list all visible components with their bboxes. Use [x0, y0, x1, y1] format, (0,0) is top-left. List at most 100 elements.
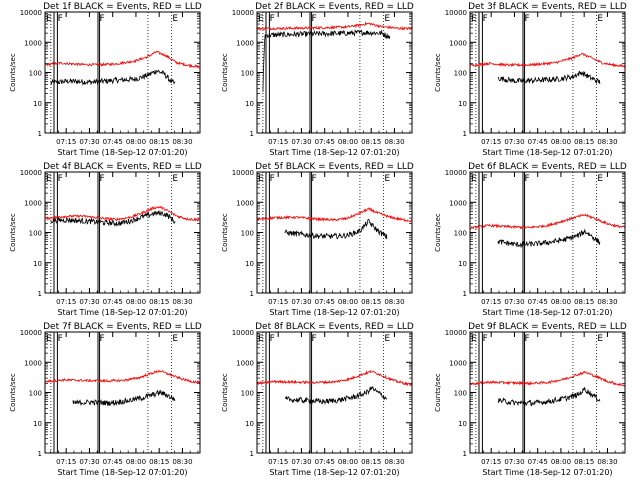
events-series-line: [497, 228, 601, 249]
lld-series-line: [256, 21, 412, 31]
y-tick-label: 100: [454, 390, 467, 398]
y-tick-label: 1000: [236, 359, 254, 367]
events-series-line: [497, 70, 601, 85]
plot-frame: [469, 331, 626, 454]
flag-label: E: [258, 334, 264, 344]
panel-title: Det 7f BLACK = Events, RED = LLD: [43, 322, 202, 332]
y-tick-label: 100: [454, 70, 467, 78]
events-series-line: [72, 389, 176, 407]
x-tick-label: 07:15: [481, 138, 501, 146]
y-tick-label: 1: [463, 130, 467, 138]
plot-frame: [256, 331, 413, 454]
x-axis-label: Start Time (18-Sep-12 07:01:20): [57, 468, 187, 477]
flag-label: F: [270, 174, 275, 184]
y-axis-label: Counts/sec: [9, 213, 17, 252]
x-tick-label: 07:45: [528, 298, 548, 306]
events-series-line: [262, 28, 391, 92]
panel-det-1f: Det 1f BLACK = Events, RED = LLD Counts/s…: [9, 2, 202, 157]
flag-label: E: [597, 334, 603, 344]
x-tick-label: 07:15: [56, 298, 76, 306]
y-tick-label: 100: [241, 230, 254, 238]
x-tick-label: 08:00: [126, 138, 146, 146]
x-tick-label: 08:00: [551, 138, 571, 146]
x-tick-label: 08:00: [551, 458, 571, 466]
flag-label: E: [471, 14, 477, 24]
x-tick-label: 08:15: [361, 298, 381, 306]
y-tick-label: 1: [38, 290, 42, 298]
y-tick-label: 10000: [20, 169, 42, 177]
x-tick-label: 08:00: [338, 458, 358, 466]
y-tick-label: 1000: [449, 199, 467, 207]
y-tick-label: 1000: [24, 359, 42, 367]
flag-label: F: [58, 14, 63, 24]
y-axis-label: Counts/sec: [434, 213, 442, 252]
panel-title: Det 8f BLACK = Events, RED = LLD: [255, 322, 414, 332]
panel-det-5f: Det 5f BLACK = Events, RED = LLD Counts/s…: [221, 162, 414, 317]
x-tick-label: 08:00: [338, 138, 358, 146]
y-tick-label: 10000: [445, 9, 467, 17]
y-tick-label: 10: [33, 100, 42, 108]
x-tick-label: 08:15: [361, 458, 381, 466]
panel-det-7f: Det 7f BLACK = Events, RED = LLD Counts/s…: [9, 322, 202, 477]
x-tick-label: 08:30: [597, 458, 617, 466]
x-axis-label: Start Time (18-Sep-12 07:01:20): [269, 468, 399, 477]
x-tick-label: 08:15: [149, 298, 169, 306]
flag-label: F: [524, 174, 529, 184]
y-tick-label: 1000: [236, 39, 254, 47]
y-tick-label: 10000: [445, 329, 467, 337]
x-axis-label: Start Time (18-Sep-12 07:01:20): [57, 308, 187, 317]
panel-det-3f: Det 3f BLACK = Events, RED = LLD Counts/s…: [434, 2, 627, 157]
y-tick-label: 1: [38, 130, 42, 138]
x-tick-label: 07:45: [103, 458, 123, 466]
events-series-line: [497, 387, 601, 407]
y-tick-label: 1000: [236, 199, 254, 207]
y-tick-label: 10000: [232, 169, 254, 177]
x-tick-label: 07:30: [79, 138, 99, 146]
y-tick-label: 100: [29, 230, 42, 238]
x-tick-label: 08:30: [172, 298, 192, 306]
panel-title: Det 4f BLACK = Events, RED = LLD: [43, 162, 202, 172]
lld-series-line: [44, 50, 200, 70]
flag-label: E: [597, 14, 603, 24]
x-tick-label: 08:30: [384, 298, 404, 306]
flag-label: E: [258, 174, 264, 184]
panel-title: Det 3f BLACK = Events, RED = LLD: [468, 2, 627, 12]
x-tick-label: 07:30: [79, 298, 99, 306]
y-tick-label: 1000: [24, 199, 42, 207]
x-tick-label: 07:30: [504, 298, 524, 306]
events-series-line: [50, 69, 176, 86]
x-tick-label: 07:45: [528, 458, 548, 466]
y-tick-label: 1: [250, 450, 254, 458]
lld-series-line: [44, 369, 200, 384]
y-tick-label: 10: [245, 420, 254, 428]
x-axis-label: Start Time (18-Sep-12 07:01:20): [269, 148, 399, 157]
panel-det-6f: Det 6f BLACK = Events, RED = LLD Counts/s…: [434, 162, 627, 317]
y-axis-label: Counts/sec: [434, 373, 442, 412]
y-tick-label: 10000: [20, 329, 42, 337]
panel-det-8f: Det 8f BLACK = Events, RED = LLD Counts/s…: [221, 322, 414, 477]
flag-label: F: [311, 174, 316, 184]
x-tick-label: 08:15: [361, 138, 381, 146]
x-axis-label: Start Time (18-Sep-12 07:01:20): [57, 148, 187, 157]
flag-label: E: [172, 14, 178, 24]
x-tick-label: 07:45: [103, 298, 123, 306]
y-tick-label: 10000: [232, 329, 254, 337]
plot-frame: [469, 11, 626, 134]
x-tick-label: 07:30: [291, 138, 311, 146]
y-tick-label: 1: [250, 130, 254, 138]
flag-label: E: [384, 334, 390, 344]
y-tick-label: 10: [245, 260, 254, 268]
y-tick-label: 10000: [445, 169, 467, 177]
plot-frame: [44, 171, 201, 294]
x-tick-label: 07:15: [56, 138, 76, 146]
plot-frame: [44, 331, 201, 454]
flag-label: F: [483, 174, 488, 184]
flag-label: E: [172, 174, 178, 184]
plot-frame: [44, 11, 201, 134]
x-tick-label: 07:45: [528, 138, 548, 146]
y-axis-label: Counts/sec: [9, 373, 17, 412]
x-tick-label: 07:30: [291, 298, 311, 306]
x-tick-label: 07:30: [291, 458, 311, 466]
flag-label: E: [172, 334, 178, 344]
